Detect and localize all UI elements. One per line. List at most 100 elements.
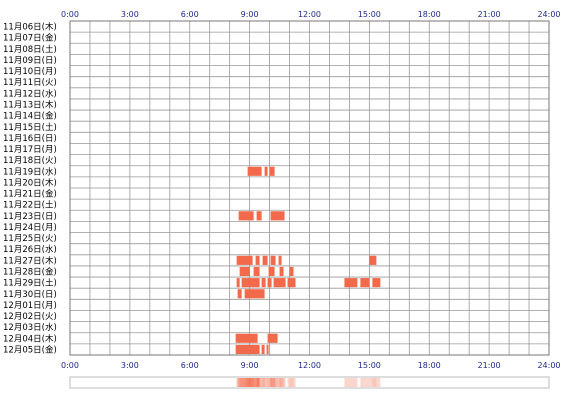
x-tick-label-top: 9:00 <box>241 10 259 19</box>
summary-density-mark <box>287 378 289 387</box>
summary-density-mark <box>356 378 358 387</box>
summary-density-mark <box>379 378 381 387</box>
x-tick-label-bottom: 18:00 <box>418 361 441 370</box>
activity-mark <box>268 266 275 277</box>
summary-density-mark <box>245 378 247 387</box>
activity-mark <box>241 278 260 288</box>
activity-mark <box>253 266 260 277</box>
summary-density-mark <box>244 378 246 387</box>
summary-density-mark <box>374 378 376 387</box>
summary-density-mark <box>255 378 257 387</box>
x-tick-label-bottom: 24:00 <box>537 361 560 370</box>
activity-mark <box>261 278 266 288</box>
row-label: 11月13日(木) <box>3 100 57 111</box>
row-label: 12月01日(月) <box>3 301 57 311</box>
summary-density-mark <box>361 378 363 387</box>
summary-density-mark <box>353 378 355 387</box>
summary-density-mark <box>345 378 347 387</box>
row-label: 11月24日(月) <box>3 223 57 233</box>
summary-density-mark <box>273 378 275 387</box>
row-label: 11月18日(火) <box>3 156 57 166</box>
summary-density-mark <box>257 378 259 387</box>
summary-density-mark <box>364 378 366 387</box>
activity-mark <box>360 278 370 288</box>
summary-density-mark <box>264 378 266 387</box>
summary-density-mark <box>370 378 372 387</box>
row-label: 12月04日(木) <box>3 333 57 344</box>
summary-density-mark <box>274 378 276 387</box>
summary-density-mark <box>267 378 269 387</box>
row-label: 11月30日(日) <box>3 290 57 300</box>
activity-mark <box>287 278 296 288</box>
summary-density-mark <box>368 378 370 387</box>
row-label: 11月10日(月) <box>3 67 57 77</box>
activity-mark <box>235 344 260 354</box>
row-label: 11月06日(木) <box>3 22 57 33</box>
summary-density-mark <box>282 378 284 387</box>
x-tick-label-bottom: 3:00 <box>121 361 139 370</box>
summary-density-mark <box>376 378 378 387</box>
row-label: 11月11日(火) <box>3 78 57 88</box>
x-tick-label-top: 18:00 <box>418 10 441 19</box>
summary-density-mark <box>240 378 242 387</box>
summary-density-mark <box>278 378 280 387</box>
summary-density-mark <box>348 378 350 387</box>
row-label: 11月22日(土) <box>3 200 57 211</box>
summary-density-mark <box>365 378 367 387</box>
x-tick-label-bottom: 15:00 <box>358 361 381 370</box>
summary-density-mark <box>284 378 286 387</box>
row-label: 11月09日(日) <box>3 56 57 66</box>
summary-density-mark <box>344 378 346 387</box>
activity-mark <box>236 278 240 288</box>
summary-density-mark <box>248 378 250 387</box>
x-tick-label-bottom: 12:00 <box>298 361 321 370</box>
x-tick-label-top: 3:00 <box>121 10 139 19</box>
summary-density-mark <box>270 378 272 387</box>
summary-density-mark <box>280 378 282 387</box>
summary-density-mark <box>367 378 369 387</box>
activity-mark <box>264 166 268 176</box>
activity-mark <box>247 166 262 176</box>
summary-density-mark <box>236 378 238 387</box>
summary-density-mark <box>272 378 274 387</box>
row-label: 11月27日(木) <box>3 255 57 266</box>
summary-density-mark <box>247 378 249 387</box>
activity-mark <box>289 266 294 277</box>
plot-border <box>69 20 550 356</box>
summary-density-mark <box>352 378 354 387</box>
activity-mark <box>262 255 268 265</box>
summary-bar <box>69 376 550 389</box>
summary-density-mark <box>366 378 368 387</box>
summary-density-mark <box>360 378 362 387</box>
activity-mark <box>239 266 250 277</box>
row-label: 12月02日(火) <box>3 312 57 322</box>
summary-density-mark <box>373 378 375 387</box>
summary-density-mark <box>239 378 241 387</box>
x-tick-label-bottom: 0:00 <box>61 361 79 370</box>
summary-density-mark <box>253 378 255 387</box>
row-label: 11月19日(水) <box>3 166 57 177</box>
summary-density-mark <box>266 378 268 387</box>
activity-mark <box>267 333 278 343</box>
row-label: 11月25日(火) <box>3 234 57 244</box>
summary-density-mark <box>242 378 244 387</box>
summary-density-mark <box>250 378 252 387</box>
plot-frame <box>69 20 550 356</box>
activity-mark <box>266 344 269 354</box>
x-tick-label-top: 12:00 <box>298 10 321 19</box>
summary-density-mark <box>347 378 349 387</box>
summary-density-mark <box>294 378 296 387</box>
summary-density-mark <box>258 378 260 387</box>
activity-mark <box>255 255 260 265</box>
summary-density-mark <box>265 378 267 387</box>
summary-density-mark <box>375 378 377 387</box>
activity-mark <box>270 211 285 221</box>
activity-mark <box>235 333 258 343</box>
summary-density-mark <box>254 378 256 387</box>
row-label: 11月29日(土) <box>3 278 57 289</box>
summary-density-mark <box>289 378 291 387</box>
summary-density-mark <box>290 378 292 387</box>
summary-density-mark <box>377 378 379 387</box>
row-label: 11月12日(水) <box>3 88 57 99</box>
